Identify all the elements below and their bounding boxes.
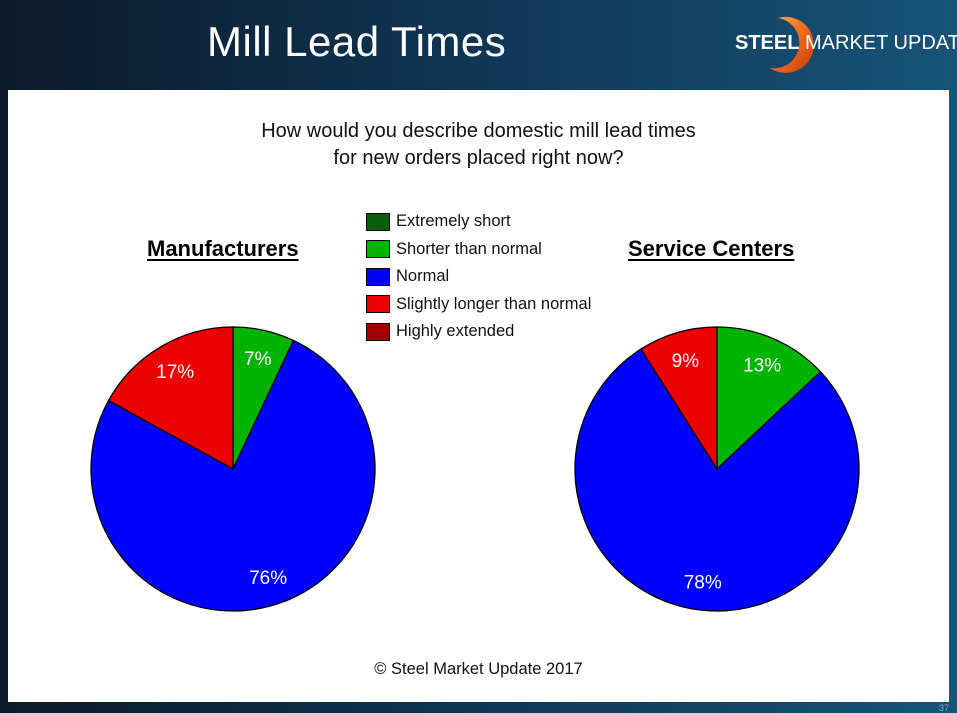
page-number: 37 — [938, 703, 949, 713]
legend-item-slightly-longer-than-normal: Slightly longer than normal — [366, 291, 591, 319]
pie-title-manufacturers: Manufacturers — [147, 236, 299, 261]
legend-item-extremely-short: Extremely short — [366, 208, 591, 236]
page-title: Mill Lead Times — [207, 18, 507, 65]
pie-chart-manufacturers: 7% 76% 17% — [90, 326, 376, 612]
pie-slice-manufacturers-normal — [90, 339, 376, 612]
logo-text: STEEL MARKET UPDATE — [735, 32, 957, 55]
slide-panel: How would you describe domestic mill lea… — [8, 90, 949, 702]
pie-slice-service-centers-shorter-than-normal — [716, 326, 822, 471]
legend-item-shorter-than-normal: Shorter than normal — [366, 236, 591, 264]
question-line-2: for new orders placed right now? — [333, 147, 624, 169]
pie-slice-service-centers-slightly-longer-than-normal — [640, 326, 718, 472]
pie-data-label-manufacturers: 76% — [249, 568, 287, 589]
legend-label: Normal — [396, 267, 450, 286]
logo-brand-bold: STEEL — [735, 32, 800, 54]
legend-label: Highly extended — [396, 322, 515, 341]
chart-legend: Extremely short Shorter than normal Normal… — [366, 208, 591, 346]
survey-question: How would you describe domestic mill lea… — [8, 118, 949, 172]
legend-label: Slightly longer than normal — [396, 294, 592, 313]
pie-slice-service-centers-normal — [574, 348, 860, 612]
copyright-footer: © Steel Market Update 2017 — [374, 660, 583, 678]
pie-chart-service-centers: 13% 78% 9% — [574, 326, 860, 612]
legend-item-highly-extended: Highly extended — [366, 318, 591, 346]
pie-data-label-manufacturers: 17% — [156, 362, 194, 383]
logo-brand-regular: MARKET UPDATE — [805, 32, 957, 54]
pie-slice-manufacturers-slightly-longer-than-normal — [107, 326, 234, 471]
legend-label: Shorter than normal — [396, 239, 542, 258]
logo-swoosh-icon — [770, 16, 814, 73]
steel-market-update-logo: STEEL MARKET UPDATE — [735, 10, 957, 80]
question-line-1: How would you describe domestic mill lea… — [261, 120, 696, 142]
pie-title-service-centers: Service Centers — [628, 236, 795, 261]
pie-data-label-service-centers: 78% — [684, 573, 722, 594]
legend-swatch — [366, 212, 390, 231]
legend-swatch — [366, 295, 390, 314]
legend-swatch — [366, 322, 390, 341]
legend-label: Extremely short — [396, 212, 511, 231]
pie-data-label-service-centers: 9% — [672, 351, 700, 372]
legend-swatch — [366, 267, 390, 286]
header-bar: Mill Lead Times STEEL MARKET UPDATE — [0, 0, 957, 90]
pie-data-label-manufacturers: 7% — [244, 349, 272, 370]
legend-swatch — [366, 240, 390, 259]
legend-item-normal: Normal — [366, 263, 591, 291]
pie-data-label-service-centers: 13% — [743, 356, 781, 377]
